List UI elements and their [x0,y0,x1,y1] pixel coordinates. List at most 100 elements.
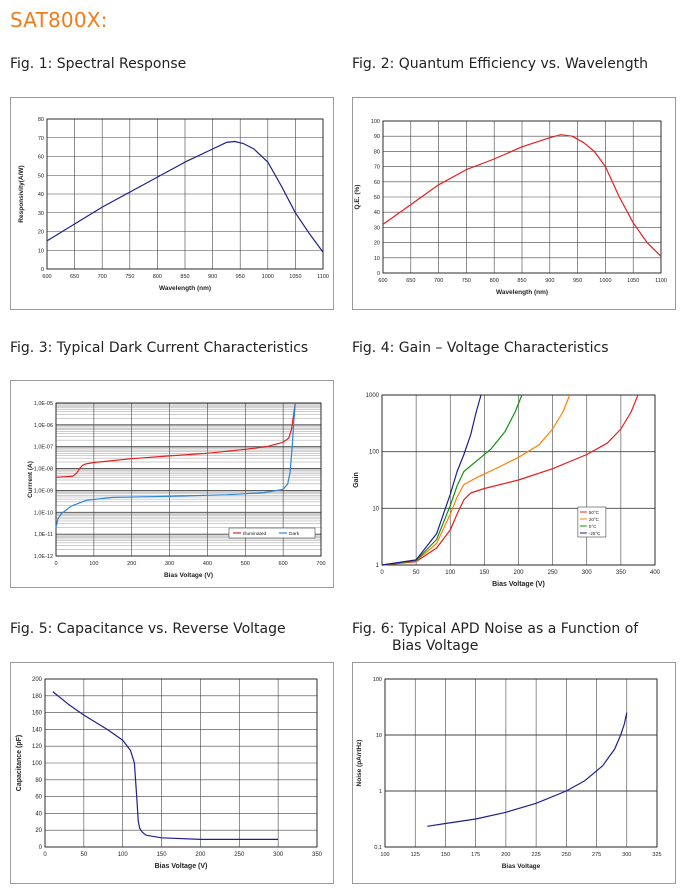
y-tick-label: 30 [374,225,380,231]
x-tick-label: 50 [81,852,88,858]
y-tick-label: 90 [374,134,380,140]
x-tick-label: 800 [153,274,162,280]
series-line-0-c [381,394,523,566]
series-line-dark [55,402,296,528]
fig1-caption: Fig. 1: Spectral Response [10,56,187,72]
y-tick-label: 1000 [366,393,380,399]
x-tick-label: 400 [203,561,212,567]
x-tick-label: 700 [434,278,443,284]
fig5-capacitance-chart: 0 20 40 60 80 100 120 140 160 180 200 0 50 100 150 200 2… [16,677,323,870]
y-tick-label: 100 [371,119,380,125]
y-tick-label: 1,0E-09 [34,488,53,494]
x-tick-label: 250 [548,570,559,576]
fig4-caption: Fig. 4: Gain – Voltage Characteristics [352,340,609,356]
x-tick-label: 850 [517,278,526,284]
x-tick-label: 600 [378,278,387,284]
x-tick-label: 300 [273,852,284,858]
y-tick-label: 1 [376,563,380,569]
fig2-quantum-efficiency-chart: 0 10 20 30 40 50 60 70 80 90 100 600 650 700 750 800 850… [354,119,667,296]
x-tick-label: 50 [413,570,420,576]
y-axis-label: Capacitance (pF) [16,735,23,791]
fig2-panel: 0 10 20 30 40 50 60 70 80 90 100 600 650 700 750 800 850… [352,97,676,310]
x-tick-label: 250 [234,852,245,858]
y-tick-label: 100 [32,761,43,767]
x-tick-label: 1050 [627,278,639,284]
legend-label: -25°C [589,531,601,536]
y-tick-label: 70 [38,136,44,142]
x-tick-label: 1100 [317,274,329,280]
x-tick-label: 0 [380,570,384,576]
series-line-50-c [381,394,639,566]
x-tick-label: 100 [89,561,98,567]
y-axis-label: Currrent (A) [27,461,34,498]
x-tick-label: 400 [650,570,661,576]
plot-frame [46,118,324,270]
legend-label: 0°C [589,524,597,529]
y-tick-label: 1,0E-08 [34,467,53,473]
x-tick-label: 800 [490,278,499,284]
y-tick-label: 0 [377,271,380,277]
x-tick-label: 600 [42,274,51,280]
legend-label: 50°C [589,510,600,515]
plot-area: 1,0E-12 1,0E-11 1,0E-10 1,0E-09 1,0E-08 1,0E-… [27,401,326,579]
y-tick-label: 60 [374,180,380,186]
series-line-capacitance [52,691,279,840]
x-tick-label: 900 [208,274,217,280]
x-tick-label: 600 [279,561,288,567]
y-tick-label: 1,0E-12 [34,554,53,560]
y-tick-label: 10 [38,248,44,254]
x-tick-label: 650 [406,278,415,284]
x-tick-label: 150 [157,852,168,858]
y-tick-label: 60 [35,795,42,801]
x-tick-label: 150 [441,852,450,858]
x-tick-label: 100 [118,852,129,858]
series-line-responsivity [46,140,324,253]
legend-label: Dark [289,531,300,537]
y-tick-label: 0 [39,845,43,851]
x-tick-label: 0 [54,561,57,567]
y-tick-label: 160 [32,711,43,717]
series-line-illuminated [55,402,296,478]
x-axis-label: Wavelength (nm) [496,289,548,296]
x-axis-label: Bias Voltage (V) [164,572,213,579]
y-tick-label: 10 [376,733,382,739]
plot-frame [55,402,322,557]
x-tick-label: 200 [195,852,206,858]
series-line--25-c [381,394,482,566]
fig4-panel: 1 10 100 1000 0 50 100 150 200 250 300 350 400 Bias V… [352,380,678,595]
y-tick-label: 1,0E-05 [34,401,53,407]
x-tick-label: 175 [471,852,480,858]
x-tick-label: 200 [127,561,136,567]
y-tick-label: 1,0E-07 [34,445,53,451]
legend-label: 20°C [589,517,600,522]
y-tick-label: 80 [374,149,380,155]
y-tick-label: 40 [374,210,380,216]
x-tick-label: 950 [573,278,582,284]
y-tick-label: 10 [372,506,379,512]
fig1-panel: 0 10 20 30 40 50 60 70 80 600 650 700 750 800 850 900 95… [10,97,334,310]
fig6-caption-line1: Fig. 6: Typical APD Noise as a Function … [352,621,639,637]
legend-box [228,527,316,539]
plot-area: 0 10 20 30 40 50 60 70 80 600 650 700 750 800 850 900 95… [18,117,329,292]
x-tick-label: 650 [70,274,79,280]
y-tick-label: 10 [374,256,380,262]
y-tick-label: 180 [32,694,43,700]
y-tick-label: 40 [38,192,44,198]
x-tick-label: 0 [43,852,47,858]
x-axis-label: Bias Voltage (V) [155,863,208,870]
y-tick-label: 20 [35,828,42,834]
y-tick-label: 200 [32,677,43,683]
y-tick-label: 50 [38,173,44,179]
y-tick-label: 140 [32,727,43,733]
plot-area: 0 10 20 30 40 50 60 70 80 90 100 600 650 700 750 800 850… [354,119,667,296]
legend-label: Illuminated [243,531,267,537]
x-tick-label: 350 [616,570,627,576]
x-tick-label: 950 [236,274,245,280]
fig6-caption-line2: Bias Voltage [392,638,479,654]
x-tick-label: 250 [562,852,571,858]
y-tick-label: 80 [35,778,42,784]
x-axis-label: Wavelength (nm) [159,285,211,292]
y-tick-label: 50 [374,195,380,201]
series-line-20-c [381,394,571,566]
fig5-caption: Fig. 5: Capacitance vs. Reverse Voltage [10,621,286,637]
